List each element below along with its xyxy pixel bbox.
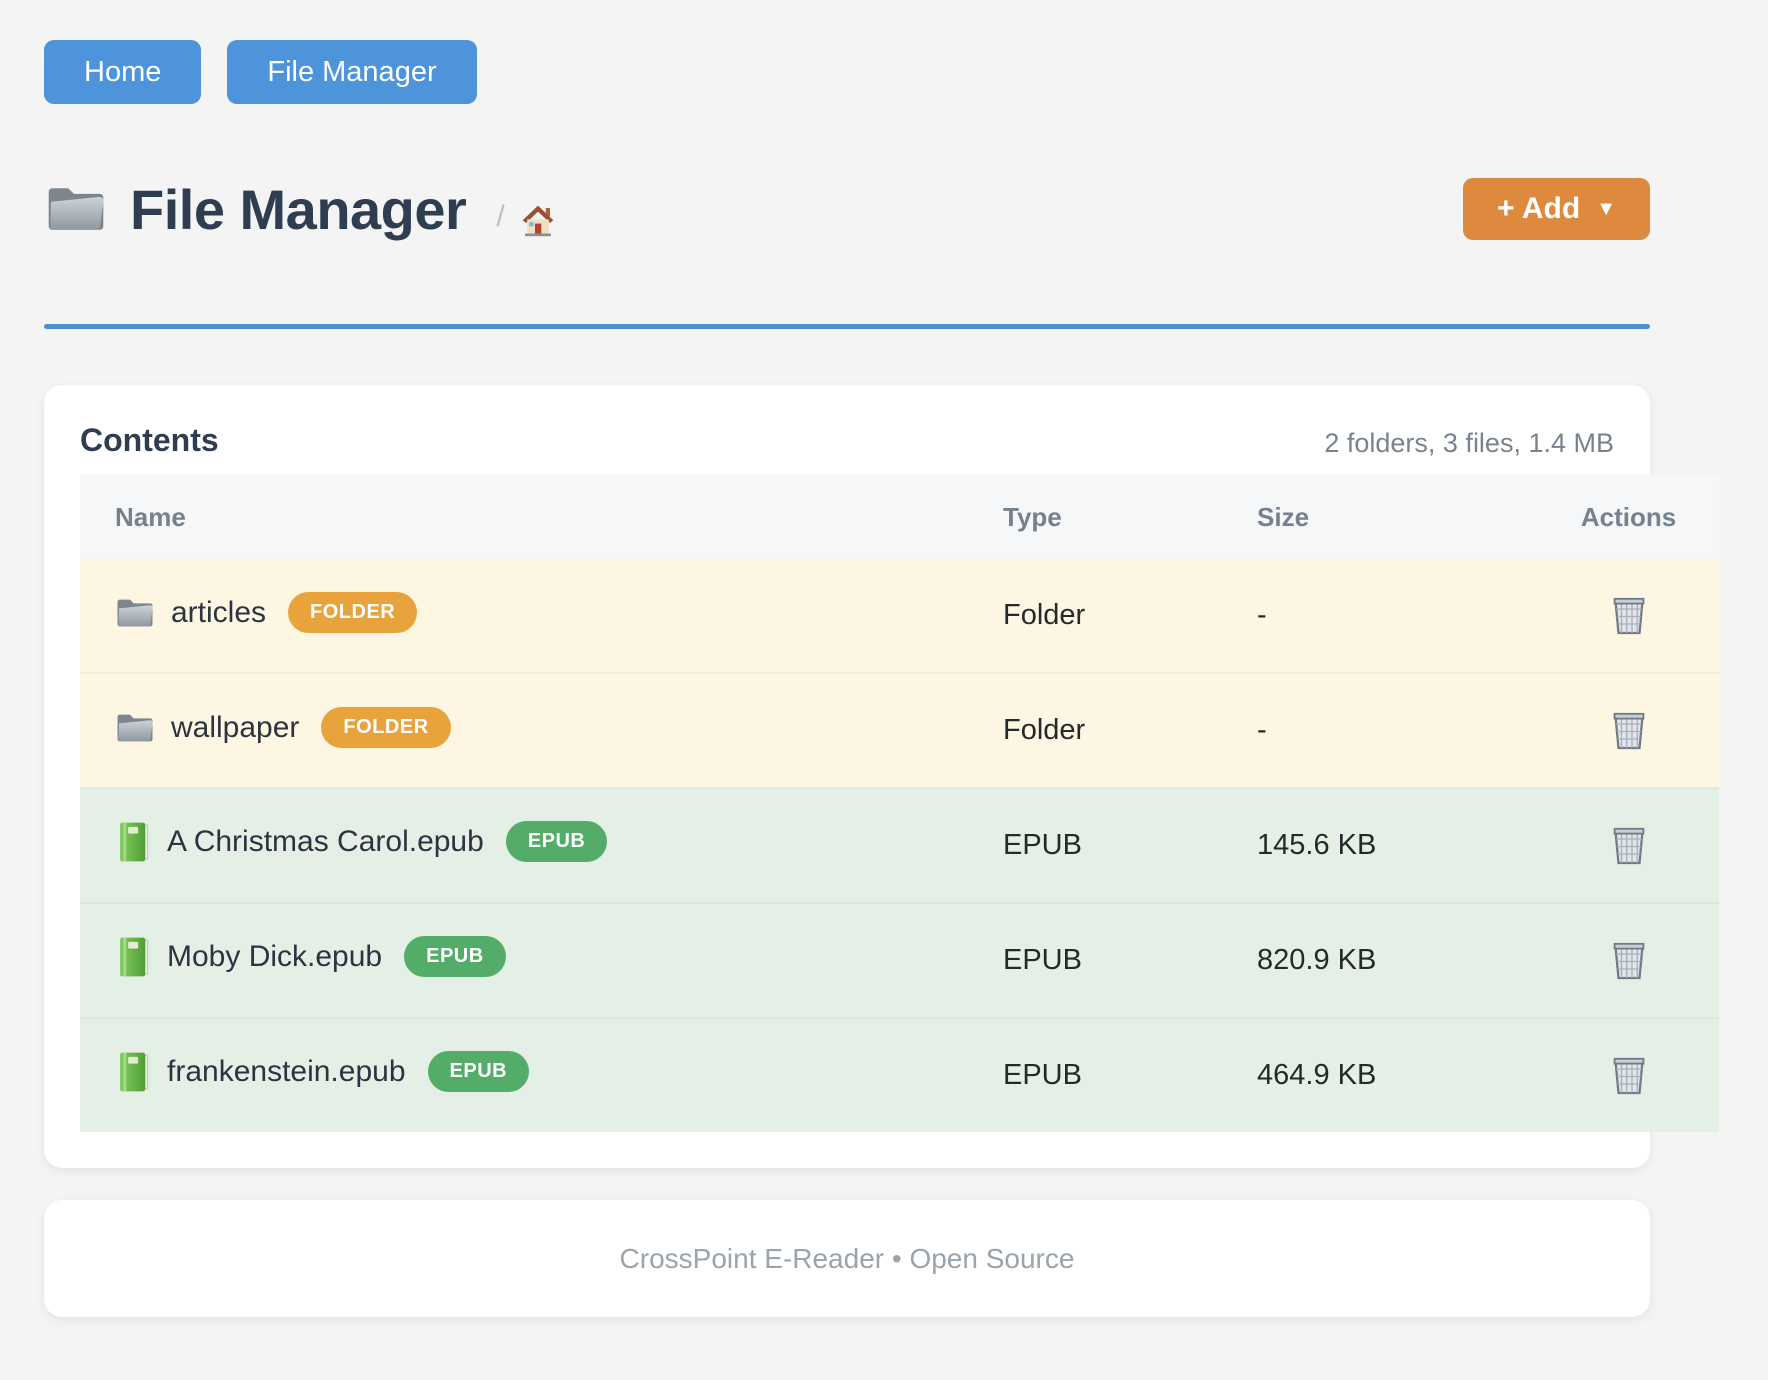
house-icon[interactable] (519, 202, 557, 242)
trash-icon (1611, 594, 1647, 636)
table-row: wallpaper FOLDER Folder - (80, 672, 1719, 788)
delete-button[interactable] (1605, 703, 1653, 757)
green-book-icon (115, 1051, 151, 1093)
contents-card: Contents 2 folders, 3 files, 1.4 MB Name… (44, 385, 1719, 1168)
page-title: File Manager (130, 177, 467, 241)
item-name-link[interactable]: Moby Dick.epub (167, 939, 383, 973)
file-table: Name Type Size Actions articles FOLDER (80, 475, 1719, 1132)
title-group: File Manager / (44, 177, 557, 242)
trash-icon (1611, 709, 1647, 751)
delete-button[interactable] (1605, 588, 1653, 642)
epub-badge: EPUB (427, 1051, 530, 1092)
page-container: Home File Manager File Manager / + Add ▼… (44, 0, 1719, 1317)
item-type: EPUB (968, 787, 1222, 903)
trash-icon (1611, 1054, 1647, 1096)
table-header-row: Name Type Size Actions (80, 475, 1719, 559)
epub-badge: EPUB (404, 936, 506, 977)
item-size: - (1222, 559, 1538, 673)
page-header: File Manager / + Add ▼ (44, 170, 1650, 248)
green-book-icon (115, 821, 151, 863)
folder-icon (115, 710, 155, 746)
table-row: A Christmas Carol.epub EPUB EPUB 145.6 K… (80, 787, 1719, 903)
nav-home-button[interactable]: Home (44, 40, 202, 104)
breadcrumb-separator: / (496, 199, 505, 233)
add-button-label: + Add (1497, 192, 1581, 225)
contents-summary: 2 folders, 3 files, 1.4 MB (1324, 428, 1614, 458)
trash-icon (1611, 939, 1647, 981)
item-type: Folder (968, 559, 1222, 673)
trash-icon (1611, 824, 1647, 866)
epub-badge: EPUB (505, 821, 608, 862)
item-size: 464.9 KB (1222, 1017, 1538, 1132)
delete-button[interactable] (1605, 933, 1653, 987)
folder-badge: FOLDER (288, 592, 418, 634)
column-header-name: Name (80, 475, 968, 559)
top-nav: Home File Manager (44, 0, 1650, 104)
item-name-link[interactable]: wallpaper (171, 710, 300, 744)
item-size: 145.6 KB (1222, 787, 1538, 903)
table-row: articles FOLDER Folder - (80, 559, 1719, 673)
header-divider (44, 324, 1650, 329)
item-type: EPUB (968, 902, 1222, 1018)
item-name-link[interactable]: frankenstein.epub (167, 1054, 406, 1088)
nav-file-manager-button[interactable]: File Manager (227, 40, 477, 104)
contents-heading: Contents (80, 422, 219, 458)
delete-button[interactable] (1605, 1048, 1653, 1102)
item-size: - (1222, 672, 1538, 788)
footer-card: CrossPoint E-Reader • Open Source (44, 1200, 1650, 1317)
table-row: Moby Dick.epub EPUB EPUB 820.9 KB (80, 902, 1719, 1018)
column-header-actions: Actions (1538, 475, 1719, 559)
folder-badge: FOLDER (321, 707, 451, 749)
folder-icon (115, 595, 155, 631)
chevron-down-icon: ▼ (1596, 198, 1616, 220)
item-size: 820.9 KB (1222, 902, 1538, 1018)
contents-card-header: Contents 2 folders, 3 files, 1.4 MB (80, 413, 1614, 459)
delete-button[interactable] (1605, 818, 1653, 872)
item-name-link[interactable]: A Christmas Carol.epub (167, 824, 484, 858)
add-button[interactable]: + Add ▼ (1463, 178, 1650, 240)
footer-text: CrossPoint E-Reader • Open Source (619, 1242, 1075, 1274)
column-header-type: Type (968, 475, 1222, 559)
green-book-icon (115, 936, 151, 978)
column-header-size: Size (1222, 475, 1538, 559)
item-type: Folder (968, 672, 1222, 788)
table-row: frankenstein.epub EPUB EPUB 464.9 KB (80, 1017, 1719, 1132)
folder-icon (44, 183, 108, 235)
item-type: EPUB (968, 1017, 1222, 1132)
item-name-link[interactable]: articles (171, 595, 267, 629)
